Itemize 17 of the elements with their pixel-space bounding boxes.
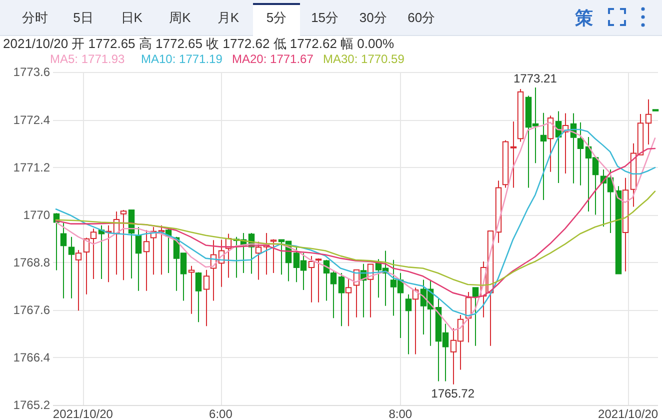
x-tick-label: 2021/10/20 xyxy=(598,407,658,420)
x-tick-label: 8:00 xyxy=(388,407,412,420)
legend: MA5: 1771.93 MA10: 1771.19 MA20: 1771.67 MA30: 1770.59 xyxy=(50,52,404,66)
tab-bar: 分时 5日 日K 周K 月K 5分 15分 30分 60分 策 xyxy=(0,0,662,36)
y-tick-label: 1768.8 xyxy=(13,255,50,270)
y-tick-label: 1772.4 xyxy=(13,112,50,127)
x-tick-label: 2021/10/20 xyxy=(52,407,114,420)
y-tick-label: 1771.2 xyxy=(13,160,50,174)
annotation: 1765.72 xyxy=(431,386,475,400)
annotation: 1773.21 xyxy=(514,71,558,86)
y-tick-label: 1767.6 xyxy=(13,303,50,318)
x-tick-label: 6:00 xyxy=(209,407,233,420)
chart-title: 2021/10/20 开 1772.65 高 1772.65 收 1772.62 低 1772.62 幅 0.00% xyxy=(3,36,394,51)
y-tick-label: 1770 xyxy=(23,208,50,222)
y-tick-label: 1765.2 xyxy=(13,398,50,412)
y-tick-label: 1766.4 xyxy=(13,350,50,365)
y-tick-label: 1773.6 xyxy=(13,65,50,80)
